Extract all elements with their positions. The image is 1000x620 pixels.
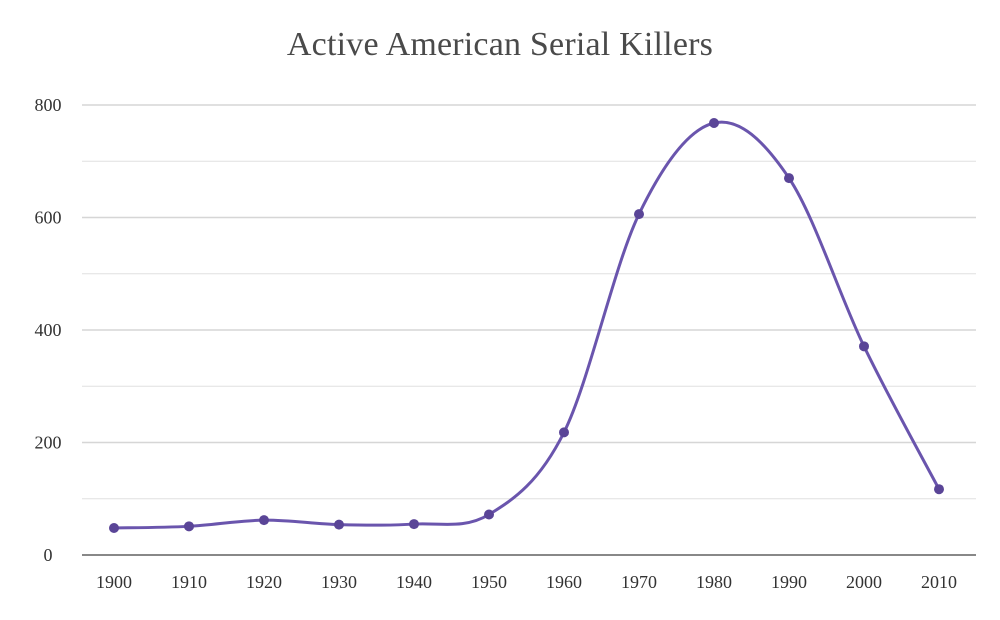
data-point-1920 xyxy=(259,515,269,526)
data-point-1980 xyxy=(709,118,719,128)
x-tick-label: 1920 xyxy=(246,572,282,592)
y-tick-label: 0 xyxy=(44,545,53,565)
x-tick-label: 1940 xyxy=(396,572,432,592)
x-tick-label: 1960 xyxy=(546,572,582,592)
x-tick-label: 1910 xyxy=(171,572,207,592)
tick-labels: 0 200 400 600 800 1900 1910 1920 1930 1940 1950 196… xyxy=(35,95,958,592)
series xyxy=(109,118,944,533)
y-tick-label: 400 xyxy=(35,320,62,340)
x-tick-label: 1970 xyxy=(621,572,657,592)
x-tick-label: 1930 xyxy=(321,572,357,592)
data-point-1900 xyxy=(109,523,119,533)
data-point-1940 xyxy=(409,519,419,530)
gridlines xyxy=(82,104,976,500)
data-point-1910 xyxy=(184,521,194,532)
x-tick-label: 2010 xyxy=(921,572,957,592)
data-point-1950 xyxy=(484,509,494,520)
data-point-1990 xyxy=(784,173,794,184)
data-point-1960 xyxy=(559,427,569,438)
x-tick-label: 1980 xyxy=(696,572,732,592)
data-point-1970 xyxy=(634,209,644,220)
y-tick-label: 200 xyxy=(35,433,62,453)
data-point-2010 xyxy=(934,484,944,495)
chart-title: Active American Serial Killers xyxy=(286,26,714,63)
x-tick-label: 2000 xyxy=(846,572,882,592)
x-tick-label: 1990 xyxy=(771,572,807,592)
y-tick-label: 800 xyxy=(35,95,62,115)
series-line xyxy=(112,120,941,530)
x-tick-label: 1900 xyxy=(96,572,132,592)
data-point-1930 xyxy=(334,519,344,530)
y-tick-label: 600 xyxy=(35,208,62,228)
data-point-2000 xyxy=(859,341,869,352)
x-tick-label: 1950 xyxy=(471,572,507,592)
